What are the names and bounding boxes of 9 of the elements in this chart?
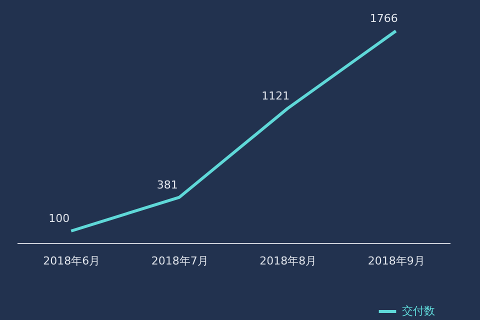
x-tick-label: 2018年9月 (368, 254, 425, 268)
data-label: 1766 (370, 12, 398, 25)
x-tick-label: 2018年8月 (260, 254, 317, 268)
x-tick-label: 2018年6月 (43, 254, 100, 268)
x-tick-label: 2018年7月 (151, 254, 208, 268)
data-label: 381 (156, 178, 178, 192)
legend-label: 交付数 (402, 304, 435, 318)
data-label: 100 (48, 212, 70, 225)
data-label: 1121 (262, 89, 290, 102)
